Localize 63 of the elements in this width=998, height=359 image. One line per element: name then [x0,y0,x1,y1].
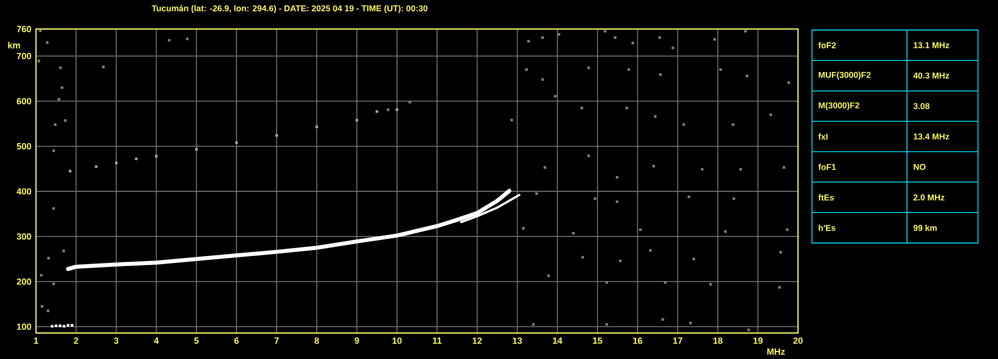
y-tick-label: 100 [17,324,32,330]
x-tick-label: 17 [673,338,682,344]
point [275,134,278,137]
text: ftEs [818,194,834,201]
y-axis-title: km [8,42,20,48]
x-tick-label: 10 [392,338,402,344]
x-tick-label: 7 [274,338,279,344]
x-tick-label: 6 [234,338,239,344]
text: 13.4 MHz [914,134,950,140]
x-tick-label: 19 [753,338,763,344]
y-tick-label: 500 [16,143,32,150]
y-tick-label: 760 [16,26,32,32]
x-tick-label: 16 [633,338,642,344]
x-tick-label: 15 [593,338,602,344]
text: NO [914,164,926,170]
y-tick-label: 300 [16,233,32,240]
x-tick-label: 1 [34,338,38,344]
point [114,162,118,164]
y-tick-label: 200 [16,278,32,285]
x-tick-label: 9 [354,338,360,344]
text: MUF(3000)F2 [818,72,871,80]
text: 3.08 [913,103,930,110]
x-axis-title: MHz [767,348,785,355]
point [396,108,398,112]
text: 40.3 MHz [913,72,950,79]
x-tick-label: 5 [194,338,199,344]
x-tick-label: 4 [154,338,159,344]
point [134,158,138,160]
y-tick-label: 600 [16,98,32,104]
point [356,118,358,122]
y-tick-label: 400 [16,188,32,195]
point [62,324,66,328]
x-tick-label: 20 [793,338,803,344]
x-tick-label: 14 [552,338,562,344]
point [54,324,58,328]
x-tick-label: 13 [512,338,522,344]
text: fxI [818,133,828,140]
text: 2.0 MHz [914,194,944,200]
text: h'Es [818,224,836,231]
x-tick-label: 18 [713,338,723,344]
x-tick-label: 3 [114,338,118,344]
point [235,141,238,144]
point [155,154,158,158]
text: M(3000)F2 [818,102,860,110]
point [315,126,318,128]
point [58,324,62,328]
text: foF1 [818,164,836,170]
point [94,165,98,168]
chart-title: Tucumán (lat: -26.9, lon: 294.6) - DATE: 2025 04 19 - TIME (UT): 00:30 [152,5,428,13]
text: foF2 [818,42,836,48]
text: 99 km [914,224,937,231]
y-tick-label: 700 [16,52,32,60]
point [68,170,72,172]
text: 13.1 MHz [914,42,950,48]
point [195,148,198,151]
point [50,324,54,328]
x-tick-label: 2 [74,338,78,344]
x-tick-label: 11 [432,338,442,344]
point [70,324,74,327]
x-tick-label: 8 [314,338,319,344]
x-tick-label: 12 [472,338,482,344]
point [376,110,378,113]
point [66,324,70,327]
